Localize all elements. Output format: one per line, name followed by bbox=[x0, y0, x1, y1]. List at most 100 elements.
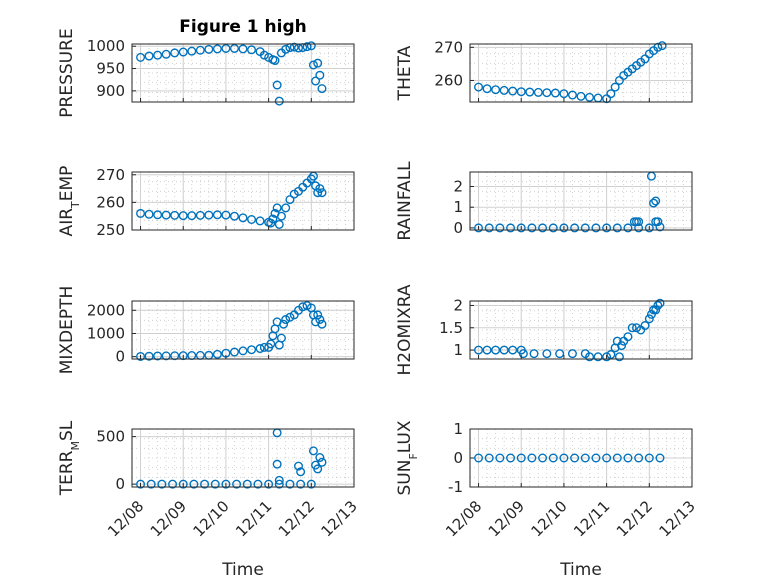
x-tick-label: 12/08 bbox=[442, 497, 485, 540]
data-point bbox=[482, 84, 492, 94]
x-tick-label: 12/12 bbox=[613, 497, 656, 540]
data-point bbox=[527, 223, 537, 233]
data-point bbox=[550, 88, 560, 98]
y-tick-label: 1 bbox=[453, 420, 463, 438]
data-point bbox=[279, 319, 289, 329]
data-point bbox=[285, 195, 295, 205]
data-point bbox=[516, 87, 526, 97]
data-point bbox=[585, 92, 595, 102]
subplot-5: 0 1000 2000 MIXDEPTH bbox=[57, 286, 355, 375]
data-point bbox=[285, 312, 295, 322]
axes-box bbox=[131, 428, 355, 488]
data-point bbox=[144, 351, 154, 361]
data-point bbox=[247, 214, 257, 224]
y-tick-label: 1000 bbox=[87, 37, 125, 55]
data-point bbox=[178, 479, 188, 489]
data-point bbox=[161, 351, 171, 361]
x-tick-label: 12/08 bbox=[104, 497, 147, 540]
data-point bbox=[623, 453, 633, 463]
data-point bbox=[315, 315, 325, 325]
x-tick-label: 12/11 bbox=[570, 497, 613, 540]
data-point bbox=[559, 89, 569, 99]
y-tick-label: -1 bbox=[448, 478, 463, 496]
data-point bbox=[317, 457, 327, 467]
data-point bbox=[506, 453, 516, 463]
x-tick-label: 12/13 bbox=[656, 497, 699, 540]
data-point bbox=[178, 47, 188, 57]
data-point bbox=[170, 48, 180, 58]
data-point bbox=[274, 219, 284, 229]
data-point bbox=[516, 223, 526, 233]
series-markers bbox=[474, 298, 665, 362]
data-point bbox=[294, 461, 304, 471]
y-tick-label: 2 bbox=[453, 178, 463, 196]
data-point bbox=[161, 210, 171, 220]
data-point bbox=[570, 453, 580, 463]
data-point bbox=[491, 345, 501, 355]
data-point bbox=[238, 213, 248, 223]
data-point bbox=[525, 87, 535, 97]
data-point bbox=[606, 89, 616, 99]
y-tick-label: 0 bbox=[115, 348, 125, 366]
data-point bbox=[247, 345, 257, 355]
y-tick-label: 1.5 bbox=[439, 319, 463, 337]
data-point bbox=[210, 479, 220, 489]
data-point bbox=[570, 223, 580, 233]
data-point bbox=[296, 467, 306, 477]
data-point bbox=[634, 217, 644, 227]
data-point bbox=[136, 351, 146, 361]
data-point bbox=[655, 222, 665, 232]
subplot-2: 260 270 THETA bbox=[395, 38, 693, 104]
y-tick-label: 260 bbox=[96, 193, 125, 211]
data-point bbox=[644, 314, 654, 324]
data-point bbox=[187, 211, 197, 221]
axes-box bbox=[131, 300, 355, 360]
data-point bbox=[274, 96, 284, 106]
data-point bbox=[313, 464, 323, 474]
data-point bbox=[242, 479, 252, 489]
data-point bbox=[580, 453, 590, 463]
data-point bbox=[306, 174, 316, 184]
data-point bbox=[644, 453, 654, 463]
subplot-6: 1 1.5 2 H2OMIXRA bbox=[395, 284, 693, 376]
subplot-3: 250 260 270 AIRTEMP bbox=[57, 166, 355, 239]
x-tick-label: 12/09 bbox=[147, 497, 190, 540]
data-point bbox=[285, 479, 295, 489]
y-tick-label: 250 bbox=[96, 221, 125, 239]
data-point bbox=[157, 479, 167, 489]
axes-box bbox=[469, 300, 693, 360]
data-point bbox=[302, 42, 312, 52]
data-point bbox=[559, 223, 569, 233]
y-axis-label: AIRTEMP bbox=[57, 166, 82, 237]
data-point bbox=[495, 223, 505, 233]
data-point bbox=[623, 223, 633, 233]
data-point bbox=[136, 208, 146, 218]
data-point bbox=[272, 459, 282, 469]
data-point bbox=[313, 310, 323, 320]
data-point bbox=[255, 216, 265, 226]
data-point bbox=[306, 41, 316, 51]
data-point bbox=[204, 44, 214, 54]
data-point bbox=[567, 90, 577, 100]
data-point bbox=[585, 352, 595, 362]
data-point bbox=[313, 58, 323, 68]
data-point bbox=[508, 86, 518, 96]
data-point bbox=[308, 446, 318, 456]
data-point bbox=[529, 349, 539, 359]
data-point bbox=[281, 315, 291, 325]
data-point bbox=[221, 479, 231, 489]
data-point bbox=[533, 87, 543, 97]
data-point bbox=[289, 42, 299, 52]
data-point bbox=[168, 479, 178, 489]
data-point bbox=[617, 341, 627, 351]
data-point bbox=[655, 453, 665, 463]
y-tick-label: 2 bbox=[453, 296, 463, 314]
data-point bbox=[272, 203, 282, 213]
data-point bbox=[538, 223, 548, 233]
data-point bbox=[306, 479, 316, 489]
data-point bbox=[221, 43, 231, 53]
data-point bbox=[474, 82, 484, 92]
data-point bbox=[136, 479, 146, 489]
y-axis-label: MIXDEPTH bbox=[57, 286, 77, 375]
data-point bbox=[229, 43, 239, 53]
